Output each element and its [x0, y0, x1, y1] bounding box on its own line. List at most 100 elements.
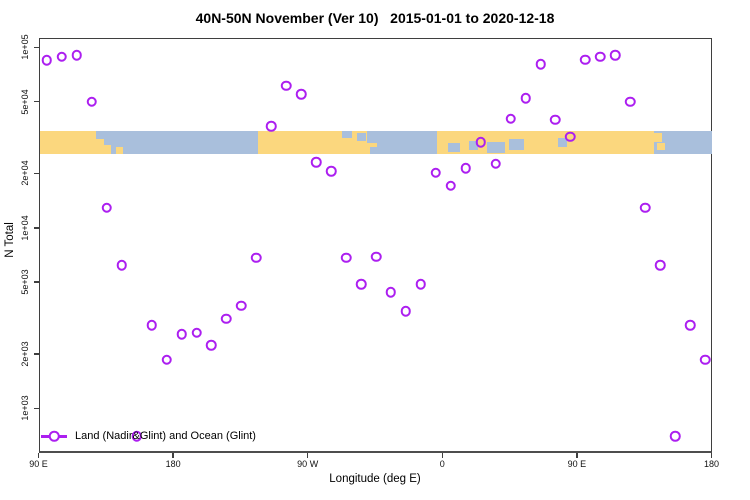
- x-tick: [306, 452, 309, 458]
- map-band-segment-ocean: [377, 130, 438, 154]
- x-tick-label: 90 W: [297, 459, 319, 469]
- y-tick-label: 1e+05: [20, 34, 30, 60]
- data-point: [535, 59, 546, 70]
- y-tick: [33, 407, 39, 410]
- y-axis-title: N Total: [4, 222, 16, 258]
- map-band-segment-land: [39, 130, 97, 154]
- map-band-patch-ocean: [558, 137, 568, 147]
- y-tick: [33, 46, 39, 49]
- map-band-patch-ocean: [111, 130, 116, 154]
- map-band-patch-ocean: [447, 143, 460, 152]
- data-point: [236, 300, 247, 312]
- data-point: [206, 340, 217, 351]
- y-tick: [33, 100, 39, 103]
- map-band-patch-land: [657, 143, 665, 151]
- data-point: [460, 163, 471, 174]
- data-point: [116, 259, 127, 271]
- data-point: [595, 51, 606, 62]
- y-tick-label: 5e+04: [20, 88, 30, 115]
- data-point: [161, 354, 172, 366]
- data-point: [281, 80, 292, 92]
- map-band-patch-ocean: [367, 130, 378, 144]
- data-point: [654, 259, 666, 271]
- data-point: [430, 167, 442, 178]
- map-band-patch-ocean: [96, 130, 107, 139]
- data-point: [176, 329, 187, 340]
- data-point: [86, 96, 98, 108]
- data-point: [415, 278, 427, 290]
- legend-open-circle-icon: [48, 430, 60, 442]
- data-point: [475, 137, 486, 148]
- x-tick: [710, 452, 713, 458]
- y-tick-label: 2e+04: [20, 160, 30, 187]
- data-point: [310, 156, 322, 168]
- map-band-patch-ocean: [103, 130, 116, 145]
- data-point: [251, 252, 262, 264]
- y-tick: [33, 281, 39, 283]
- x-tick-label: 180: [703, 459, 720, 469]
- map-band-patch-ocean: [356, 132, 366, 142]
- data-point: [445, 180, 457, 192]
- y-tick-label: 2e+03: [20, 341, 30, 367]
- x-tick-label: 180: [165, 459, 181, 469]
- data-point: [385, 286, 397, 298]
- data-point: [565, 131, 576, 142]
- x-tick: [172, 452, 174, 458]
- map-band-segment-ocean: [654, 130, 713, 154]
- x-tick: [441, 452, 444, 458]
- data-point: [699, 354, 711, 366]
- data-point: [400, 305, 412, 317]
- map-band-patch-ocean: [370, 146, 378, 154]
- x-tick: [576, 452, 578, 458]
- y-tick: [33, 227, 39, 229]
- map-band-patch-ocean: [341, 130, 353, 138]
- data-point: [580, 54, 591, 65]
- x-tick-label: 0: [439, 459, 445, 469]
- data-point: [266, 120, 277, 132]
- map-band-patch-land: [654, 132, 662, 143]
- data-point: [355, 279, 367, 290]
- data-point: [56, 51, 68, 62]
- data-point: [340, 252, 352, 264]
- data-point: [325, 165, 337, 177]
- data-point: [490, 158, 501, 170]
- map-band-segment-ocean: [115, 130, 258, 154]
- y-tick-label: 5e+03: [20, 269, 30, 295]
- map-band-patch-ocean: [468, 141, 478, 151]
- y-tick-label: 1e+03: [20, 395, 30, 421]
- data-point: [146, 320, 157, 331]
- data-point: [71, 50, 83, 61]
- data-point: [610, 50, 621, 61]
- map-band-patch-ocean: [486, 142, 505, 153]
- y-tick: [33, 353, 39, 355]
- map-band-patch-ocean: [509, 138, 525, 151]
- data-point: [370, 251, 382, 262]
- data-point: [191, 327, 202, 339]
- map-band-segment-land: [257, 130, 339, 154]
- legend-line-marker: [41, 430, 67, 442]
- legend: Land (Nadir&Glint) and Ocean (Glint): [41, 429, 256, 443]
- x-tick-label: 90 E: [567, 459, 587, 469]
- plot-area: [38, 38, 713, 453]
- data-point: [131, 430, 142, 442]
- x-tick-label: 90 E: [29, 459, 48, 469]
- y-tick-label: 1e+04: [20, 215, 30, 241]
- x-tick: [37, 452, 40, 458]
- map-band-patch-land: [115, 146, 124, 154]
- data-point: [550, 114, 561, 125]
- data-point: [520, 93, 531, 104]
- legend-label: Land (Nadir&Glint) and Ocean (Glint): [75, 430, 256, 442]
- data-point: [505, 113, 516, 125]
- data-point: [639, 202, 651, 213]
- data-point: [624, 96, 636, 108]
- data-point: [684, 320, 696, 331]
- data-point: [41, 54, 53, 66]
- data-point: [669, 430, 681, 442]
- x-axis-title: Longitude (deg E): [329, 473, 421, 485]
- data-point: [295, 88, 307, 100]
- chart-title: 40N-50N November (Ver 10) 2015-01-01 to …: [195, 10, 555, 26]
- y-tick: [33, 172, 39, 175]
- data-point: [101, 202, 113, 213]
- data-point: [221, 313, 232, 324]
